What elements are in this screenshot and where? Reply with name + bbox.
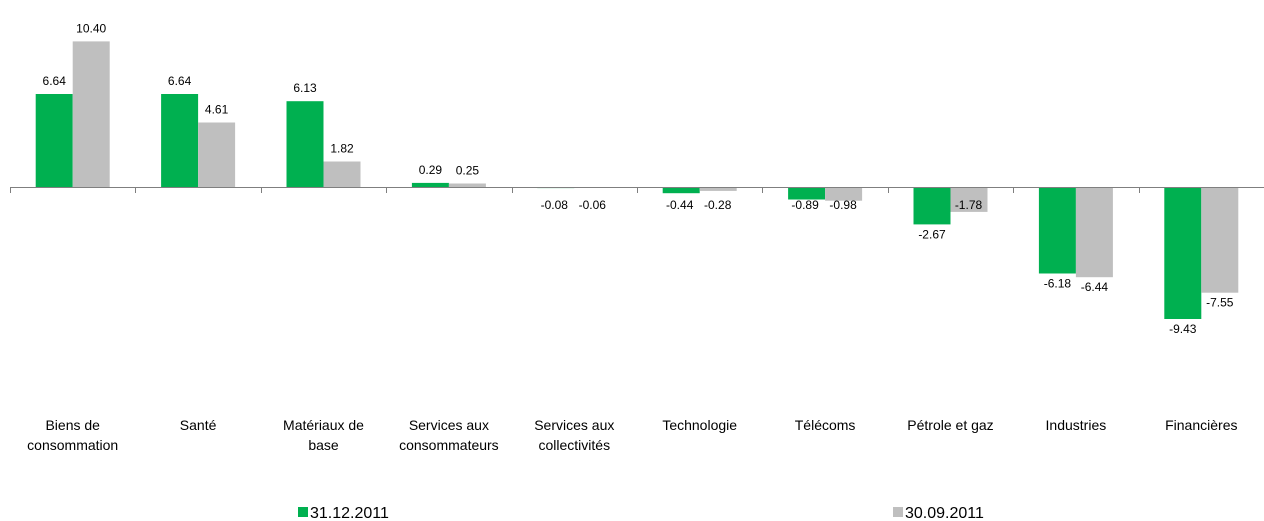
bar-series2 <box>1075 187 1113 278</box>
legend-label: 31.12.2011 <box>310 505 389 521</box>
value-label: 6.13 <box>293 81 317 95</box>
value-label: -6.44 <box>1081 280 1109 294</box>
value-label: -0.44 <box>666 198 694 212</box>
value-label: -1.78 <box>955 198 983 212</box>
bar-series1 <box>286 101 324 187</box>
value-label: -0.08 <box>541 198 569 212</box>
bar-series2 <box>1201 187 1239 293</box>
value-label: -0.89 <box>791 198 819 212</box>
category-label: Pétrole et gaz <box>907 417 993 433</box>
bar-series2 <box>198 122 236 187</box>
bar-series2 <box>323 161 361 187</box>
category-label: Services aux <box>534 417 614 433</box>
value-label: -0.98 <box>829 198 857 212</box>
category-label: consommation <box>27 437 118 453</box>
value-label: -9.43 <box>1169 322 1197 336</box>
category-label: base <box>308 437 339 453</box>
bar-series2 <box>825 187 863 201</box>
bar-series2 <box>950 187 988 212</box>
legend-swatch <box>298 507 308 517</box>
category-label: Télécoms <box>795 417 856 433</box>
value-label: 0.25 <box>456 164 480 178</box>
category-label: consommateurs <box>399 437 499 453</box>
value-label: -6.18 <box>1044 277 1072 291</box>
category-label: Services aux <box>409 417 489 433</box>
value-label: -2.67 <box>918 227 946 241</box>
category-label: Matériaux de <box>283 417 364 433</box>
value-label: 6.64 <box>168 74 192 88</box>
bar-series1 <box>161 94 199 187</box>
category-label: Santé <box>180 417 217 433</box>
value-label: 6.64 <box>43 74 67 88</box>
bars-layer <box>35 41 1239 319</box>
value-label: 4.61 <box>205 103 229 117</box>
value-label: 10.40 <box>76 21 106 35</box>
legend-swatch <box>893 507 903 517</box>
category-labels: Biens de consommation Santé Matériaux de bas… <box>27 417 1237 453</box>
bar-series2 <box>72 41 110 188</box>
value-label: -7.55 <box>1206 296 1234 310</box>
category-label: Financières <box>1165 417 1237 433</box>
bar-series1 <box>1164 187 1202 319</box>
value-label: 0.29 <box>419 163 443 177</box>
value-label: 1.82 <box>330 142 354 156</box>
value-label: -0.06 <box>579 198 607 212</box>
category-label: Industries <box>1046 417 1107 433</box>
category-ticks <box>10 187 1140 193</box>
bar-series2 <box>448 183 486 187</box>
bar-series2 <box>699 187 737 191</box>
category-label: Technologie <box>662 417 737 433</box>
bar-series1 <box>35 94 73 187</box>
bar-series1 <box>913 187 951 225</box>
bar-series1 <box>1038 187 1076 274</box>
category-label: Biens de <box>45 417 100 433</box>
bar-series1 <box>411 182 449 187</box>
value-labels: 6.64 10.40 6.64 4.61 6.13 1.82 0.29 0.25 -0.08 -0… <box>43 21 1234 336</box>
category-label: collectivités <box>539 437 611 453</box>
legend: 31.12.2011 30.09.2011 <box>298 505 984 521</box>
value-label: -0.28 <box>704 198 732 212</box>
bar-series1 <box>788 187 826 200</box>
bar-series1 <box>662 187 700 194</box>
legend-label: 30.09.2011 <box>905 505 984 521</box>
